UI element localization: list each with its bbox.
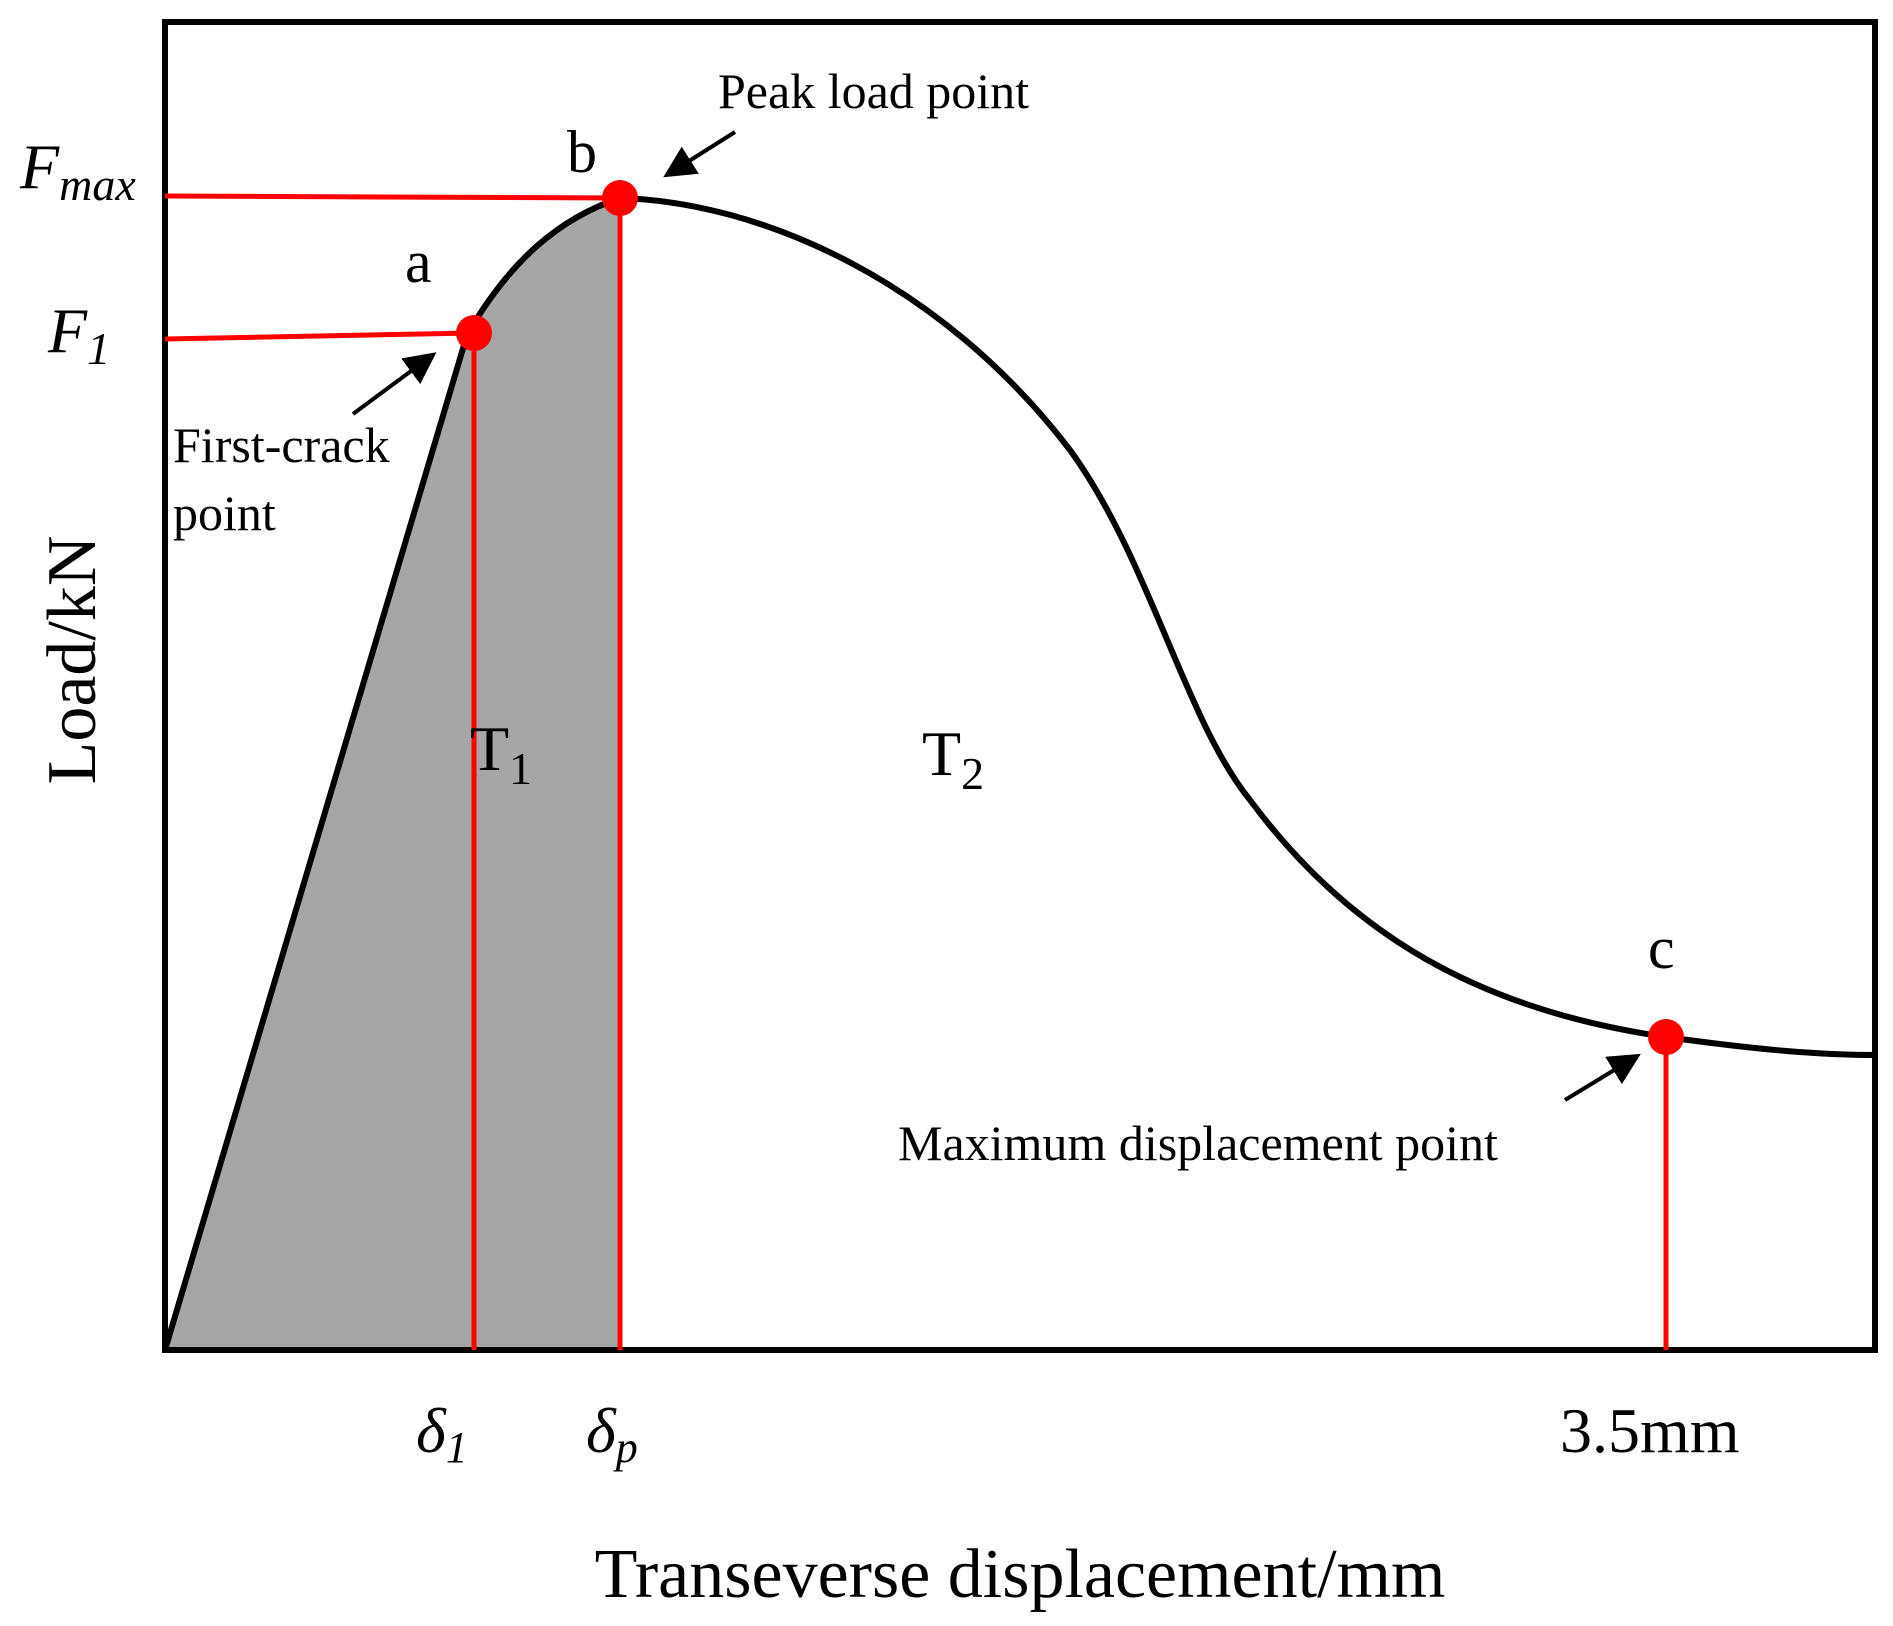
max-disp-annotation: Maximum displacement point bbox=[898, 1115, 1498, 1171]
x-axis-title: Transeverse displacement/mm bbox=[595, 1536, 1446, 1613]
delta1-label: δ1 bbox=[416, 1395, 468, 1472]
y-axis-title: Load/kN bbox=[34, 536, 111, 785]
first-crack-annotation-line1: First-crack bbox=[173, 417, 390, 473]
t2-label: T2 bbox=[922, 718, 984, 799]
deltap-label: δp bbox=[586, 1395, 638, 1472]
point-c-label: c bbox=[1648, 915, 1675, 981]
f1-label: F1 bbox=[47, 295, 110, 374]
max-disp-arrow bbox=[1563, 1053, 1641, 1102]
point-b-marker bbox=[602, 180, 638, 216]
point-a-marker bbox=[456, 315, 492, 351]
f1-line bbox=[164, 330, 475, 342]
plot-frame bbox=[162, 19, 1878, 1353]
first-crack-annotation-line2: point bbox=[173, 485, 276, 541]
fmax-label: Fmax bbox=[19, 131, 136, 210]
first-crack-arrow bbox=[351, 352, 437, 416]
peak-annotation: Peak load point bbox=[718, 63, 1029, 119]
point-c-marker bbox=[1648, 1019, 1684, 1055]
peak-arrow bbox=[663, 130, 737, 178]
t1-shaded-area bbox=[165, 198, 620, 1350]
end-label: 3.5mm bbox=[1560, 1395, 1740, 1466]
point-a-label: a bbox=[405, 229, 432, 295]
t1-label: T1 bbox=[470, 713, 532, 794]
fmax-line bbox=[164, 193, 621, 201]
point-b-label: b bbox=[567, 119, 597, 185]
